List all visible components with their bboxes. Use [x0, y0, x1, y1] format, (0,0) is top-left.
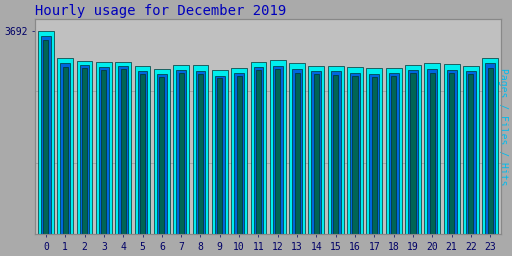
Bar [179, 73, 184, 234]
Bar [121, 69, 126, 234]
Bar [314, 74, 319, 234]
Bar [237, 76, 242, 234]
Bar [430, 73, 435, 234]
Bar [99, 67, 109, 234]
Bar [198, 74, 203, 234]
Bar [176, 70, 186, 234]
Bar [449, 73, 454, 234]
Bar [466, 71, 476, 234]
Bar [408, 70, 418, 234]
Bar [140, 74, 145, 234]
Bar [386, 68, 401, 234]
Bar [80, 65, 90, 234]
Bar [370, 74, 379, 234]
Bar [250, 62, 266, 234]
Bar [294, 73, 300, 234]
Bar [367, 68, 382, 234]
Bar [173, 65, 189, 234]
Bar [154, 69, 170, 234]
Bar [273, 66, 283, 234]
Bar [253, 67, 263, 234]
Bar [482, 58, 498, 234]
Bar [101, 70, 106, 234]
Bar [347, 67, 363, 234]
Bar [350, 73, 360, 234]
Bar [196, 71, 205, 234]
Bar [41, 36, 51, 234]
Bar [138, 71, 147, 234]
Bar [215, 76, 225, 234]
Bar [463, 66, 479, 234]
Bar [292, 69, 302, 234]
Bar [135, 66, 151, 234]
Bar [289, 63, 305, 234]
Bar [331, 71, 340, 234]
Bar [468, 74, 474, 234]
Bar [82, 68, 87, 234]
Bar [57, 58, 73, 234]
Bar [159, 77, 164, 234]
Bar [118, 66, 128, 234]
Bar [115, 62, 131, 234]
Bar [275, 69, 280, 234]
Bar [328, 66, 344, 234]
Bar [62, 67, 68, 234]
Bar [38, 31, 54, 234]
Bar [60, 63, 70, 234]
Bar [405, 65, 421, 234]
Bar [444, 64, 460, 234]
Bar [333, 75, 338, 234]
Bar [212, 70, 228, 234]
Bar [446, 70, 457, 234]
Bar [485, 63, 495, 234]
Bar [96, 62, 112, 234]
Text: Hourly usage for December 2019: Hourly usage for December 2019 [35, 4, 287, 18]
Y-axis label: Pages / Files / Hits: Pages / Files / Hits [498, 68, 508, 186]
Bar [256, 70, 261, 234]
Bar [311, 71, 322, 234]
Bar [270, 60, 286, 234]
Bar [424, 63, 440, 234]
Bar [372, 77, 377, 234]
Bar [308, 66, 324, 234]
Bar [217, 78, 222, 234]
Bar [231, 68, 247, 234]
Bar [193, 65, 208, 234]
Bar [488, 68, 493, 234]
Bar [389, 73, 398, 234]
Bar [391, 76, 396, 234]
Bar [428, 69, 437, 234]
Bar [157, 74, 167, 234]
Bar [352, 76, 357, 234]
Bar [234, 73, 244, 234]
Bar [77, 61, 93, 234]
Bar [411, 73, 416, 234]
Bar [44, 40, 49, 234]
